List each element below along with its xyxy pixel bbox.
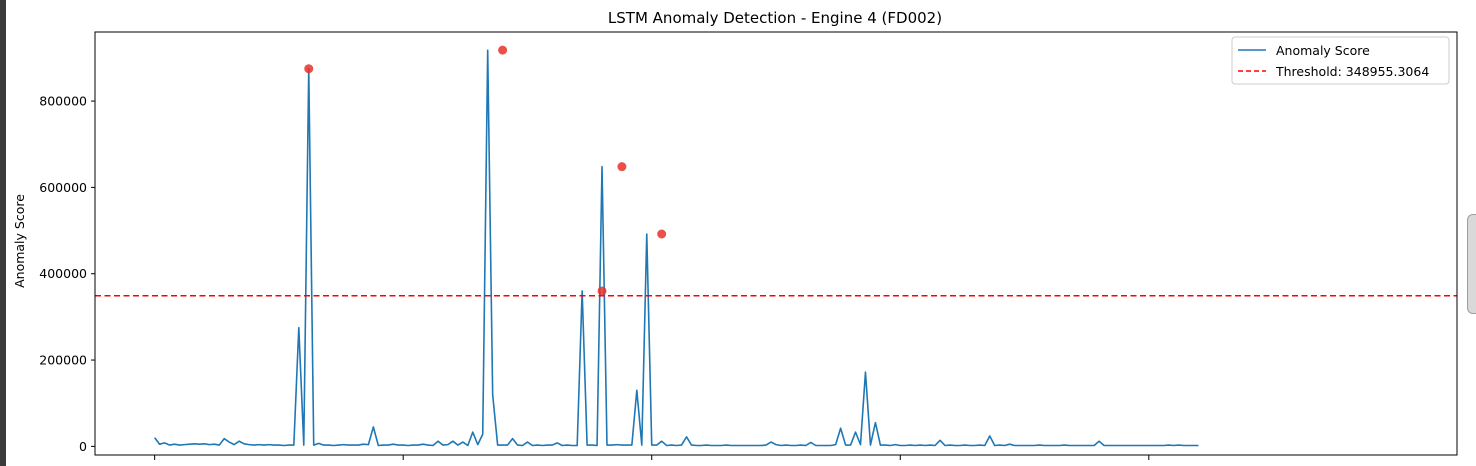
chart-title: LSTM Anomaly Detection - Engine 4 (FD002… — [608, 9, 942, 27]
y-tick-label: 0 — [79, 439, 87, 454]
y-axis-label: Anomaly Score — [12, 194, 27, 288]
anomaly-point — [617, 162, 627, 172]
legend: Anomaly Score Threshold: 348955.3064 — [1231, 36, 1450, 85]
scrollbar-handle[interactable] — [1467, 214, 1476, 314]
anomaly-point — [304, 64, 314, 74]
legend-box — [1231, 36, 1450, 85]
legend-threshold-label: Threshold: 348955.3064 — [1275, 64, 1429, 79]
anomaly-point — [597, 286, 607, 296]
anomaly-score-line — [154, 49, 1199, 447]
y-tick-label: 800000 — [39, 94, 87, 109]
plot-frame — [94, 31, 1458, 456]
y-tick-label: 600000 — [39, 180, 87, 195]
window-edge — [0, 0, 6, 466]
anomaly-point — [498, 45, 508, 55]
anomaly-point — [657, 229, 667, 239]
y-tick-label: 400000 — [39, 266, 87, 281]
y-tick-label: 200000 — [39, 353, 87, 368]
legend-score-label: Anomaly Score — [1276, 43, 1370, 58]
